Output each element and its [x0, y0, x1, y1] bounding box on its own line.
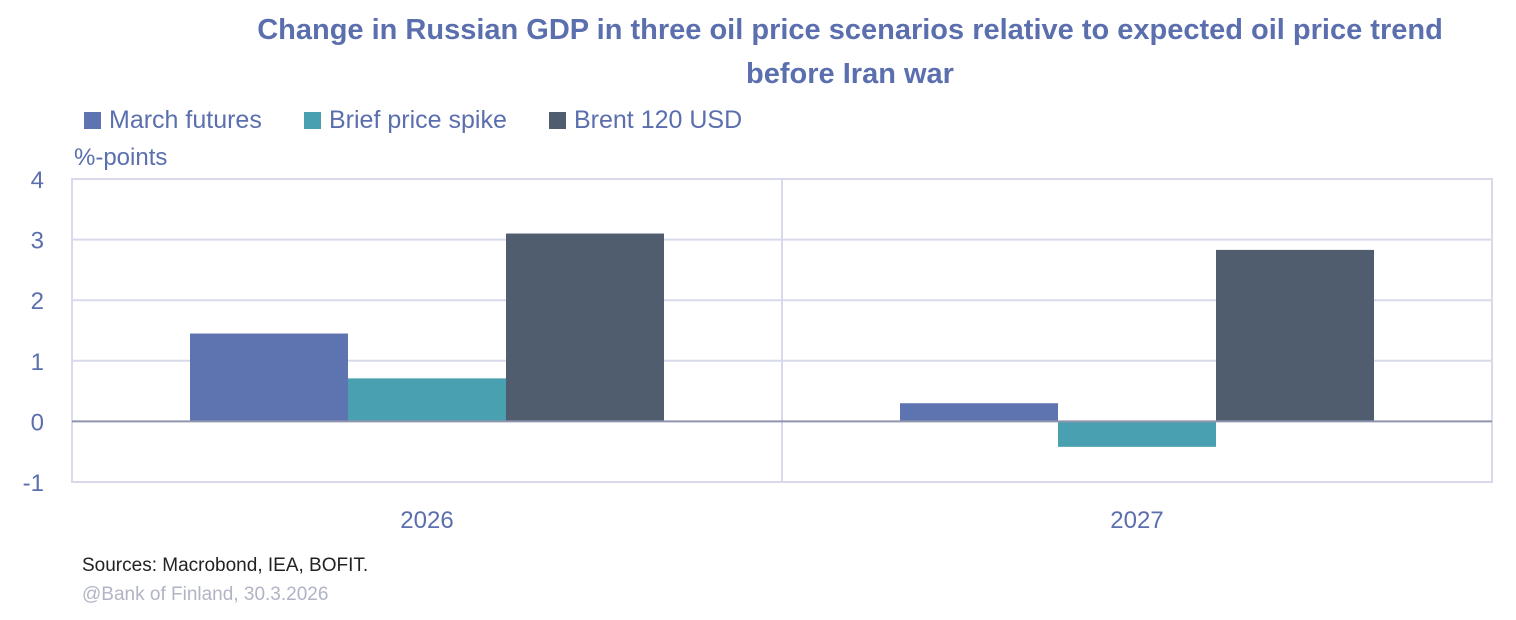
y-tick-label: 0: [31, 409, 44, 436]
y-tick-label: -1: [23, 470, 44, 497]
chart-title: Change in Russian GDP in three oil price…: [257, 14, 1443, 90]
bar-brief-price-spike-2026: [348, 378, 506, 422]
credit: @Bank of Finland, 30.3.2026: [82, 584, 329, 605]
bar-brent-120-usd-2027: [1216, 249, 1374, 422]
legend-brent-120: Brent 120 USD: [549, 106, 742, 135]
bar-brent-120-usd-2026: [506, 233, 664, 422]
bar-brief-price-spike-2027: [1058, 421, 1216, 447]
y-tick-label: 3: [31, 228, 44, 255]
sources: Sources: Macrobond, IEA, BOFIT.: [82, 555, 369, 576]
x-tick-label: 2027: [1110, 507, 1163, 534]
y-tick-label: 4: [31, 167, 44, 194]
bar-march-futures-2026: [190, 333, 348, 422]
legend-brief-price-spike: Brief price spike: [304, 106, 507, 135]
bar-march-futures-2027: [900, 403, 1058, 422]
legend-march-futures: March futures: [84, 106, 262, 135]
y-tick-label: 2: [31, 288, 44, 315]
y-axis-label: %-points: [74, 144, 168, 171]
y-tick-label: 1: [31, 349, 44, 376]
x-tick-label: 2026: [400, 507, 453, 534]
